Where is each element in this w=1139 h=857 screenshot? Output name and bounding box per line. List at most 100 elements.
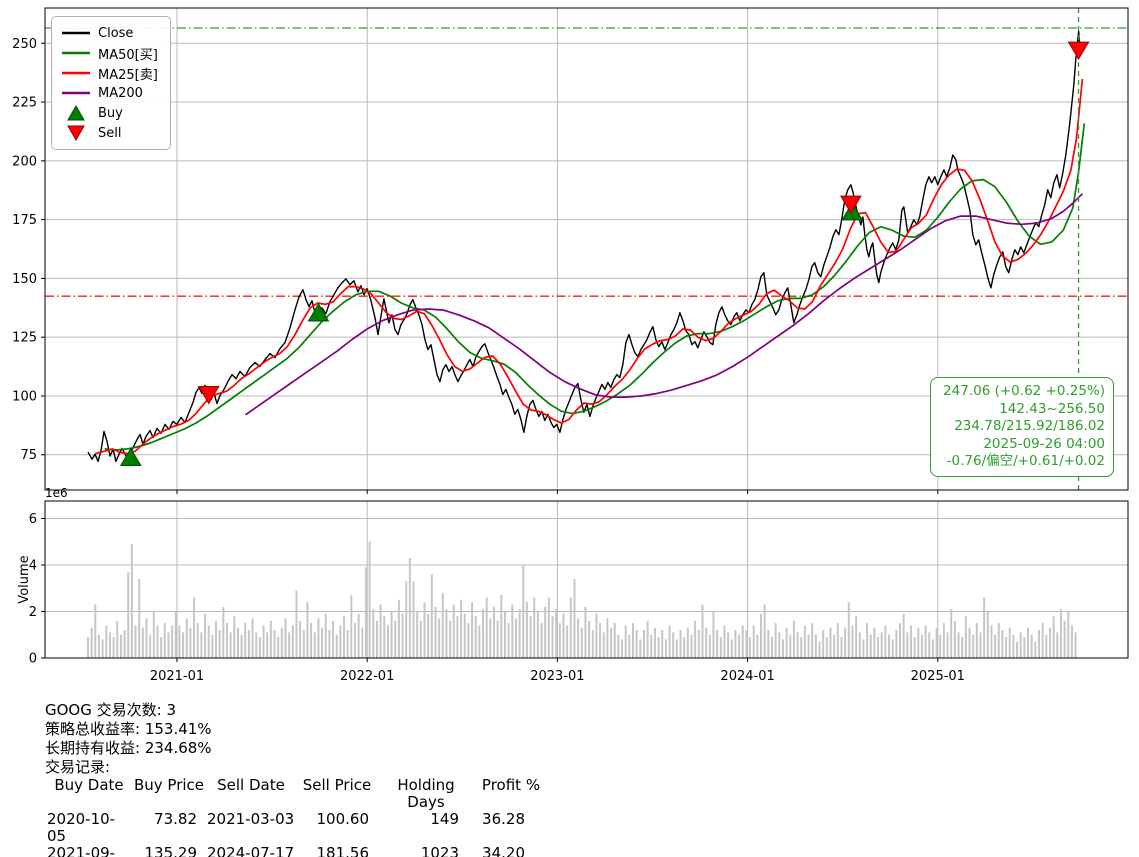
volume-bar <box>430 574 433 658</box>
volume-bar <box>313 632 316 658</box>
volume-bar <box>690 634 693 658</box>
x-tick-label: 2021-01 <box>150 669 204 684</box>
price-ytick-label: 175 <box>12 213 37 228</box>
volume-bar <box>196 623 199 658</box>
volume-bar <box>811 623 814 658</box>
volume-bar <box>752 625 755 658</box>
volume-bar <box>1067 611 1070 658</box>
volume-ytick-label: 6 <box>29 512 37 527</box>
trade-cell: 73.82 <box>154 810 197 828</box>
sell-triangle-icon <box>61 125 91 141</box>
volume-bar <box>580 627 583 658</box>
price-ytick-label: 225 <box>12 96 37 111</box>
volume-bar <box>1034 641 1037 658</box>
annotation-line: 142.43~256.50 <box>999 400 1105 417</box>
volume-bar <box>288 632 291 658</box>
volume-bar <box>917 627 920 658</box>
volume-bar <box>427 613 430 658</box>
volume-bar <box>869 634 872 658</box>
volume-bar <box>931 639 934 658</box>
volume-bar <box>983 597 986 658</box>
volume-bar <box>503 611 506 658</box>
legend-label: Sell <box>98 125 122 141</box>
volume-bar <box>357 613 360 658</box>
volume-bar <box>749 637 752 658</box>
volume-bar <box>939 634 942 658</box>
volume-bar <box>902 613 905 658</box>
volume-bar <box>950 609 953 658</box>
volume-bar <box>240 634 243 658</box>
volume-bar <box>354 623 357 658</box>
legend-label: Close <box>98 25 134 41</box>
volume-bar <box>152 611 155 658</box>
volume-bar <box>434 606 437 658</box>
volume-bar <box>525 602 528 658</box>
volume-bar <box>456 616 459 658</box>
volume-bar <box>544 606 547 658</box>
volume-bar <box>463 613 466 658</box>
volume-axis-label: Volume <box>17 555 32 603</box>
price-ytick-label: 100 <box>12 389 37 404</box>
volume-bar <box>416 611 419 658</box>
volume-ytick-label: 2 <box>29 605 37 620</box>
volume-bar <box>1012 634 1015 658</box>
x-tick-label: 2025-01 <box>911 669 965 684</box>
volume-bar <box>686 627 689 658</box>
volume-bar <box>233 616 236 658</box>
trade-cell: 1023 <box>420 844 459 857</box>
trade-cell: 2021-03-03 <box>207 810 295 828</box>
volume-bar <box>683 637 686 658</box>
volume-bar <box>295 590 298 658</box>
volume-bar <box>1027 627 1030 658</box>
price-ytick-label: 150 <box>12 272 37 287</box>
volume-bar <box>218 630 221 658</box>
volume-bar <box>193 597 196 658</box>
volume-bar <box>858 632 861 658</box>
volume-bar <box>485 597 488 658</box>
volume-bar <box>1037 630 1040 658</box>
volume-bar <box>211 634 214 658</box>
volume-bar <box>138 578 141 658</box>
volume-bar <box>215 620 218 658</box>
volume-bar <box>723 625 726 658</box>
volume-bar <box>160 637 163 658</box>
volume-bar <box>661 630 664 658</box>
volume-bar <box>332 620 335 658</box>
volume-bar <box>851 625 854 658</box>
volume-bar <box>920 634 923 658</box>
legend-item: Buy <box>61 103 158 123</box>
volume-bar <box>386 625 389 658</box>
volume-bar <box>814 634 817 658</box>
volume-bar <box>167 632 170 658</box>
volume-bar <box>613 623 616 658</box>
volume-bar <box>979 632 982 658</box>
sell-marker <box>1067 41 1090 61</box>
volume-bar <box>1019 632 1022 658</box>
volume-bar <box>514 618 517 658</box>
volume-bar <box>350 595 353 658</box>
volume-bar <box>899 623 902 658</box>
volume-bar <box>913 637 916 658</box>
volume-bar <box>668 625 671 658</box>
price-ytick-label: 125 <box>12 331 37 346</box>
legend-item: MA50[买] <box>61 43 158 63</box>
volume-bar <box>90 627 93 658</box>
volume-bar <box>405 581 408 658</box>
volume-bar <box>602 632 605 658</box>
volume-bar <box>712 611 715 658</box>
volume-bar <box>284 618 287 658</box>
volume-bar <box>738 634 741 658</box>
volume-bar <box>178 625 181 658</box>
legend-line-swatch <box>61 70 91 76</box>
volume-bar <box>818 641 821 658</box>
volume-bar <box>928 632 931 658</box>
volume-bar <box>511 604 514 658</box>
volume-bar <box>471 602 474 658</box>
volume-bar <box>500 595 503 658</box>
volume-bar <box>1030 634 1033 658</box>
ma200-line <box>245 193 1083 416</box>
price-ytick-label: 200 <box>12 154 37 169</box>
volume-bar <box>946 632 949 658</box>
x-tick-label: 2023-01 <box>530 669 584 684</box>
